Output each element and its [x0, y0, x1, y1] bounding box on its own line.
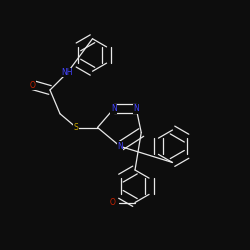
Text: O: O [30, 80, 36, 90]
Text: N: N [117, 142, 123, 151]
Text: N: N [111, 104, 116, 113]
Text: NH: NH [62, 68, 73, 77]
Text: S: S [74, 123, 78, 132]
Text: N: N [134, 104, 139, 113]
Text: O: O [110, 198, 116, 207]
